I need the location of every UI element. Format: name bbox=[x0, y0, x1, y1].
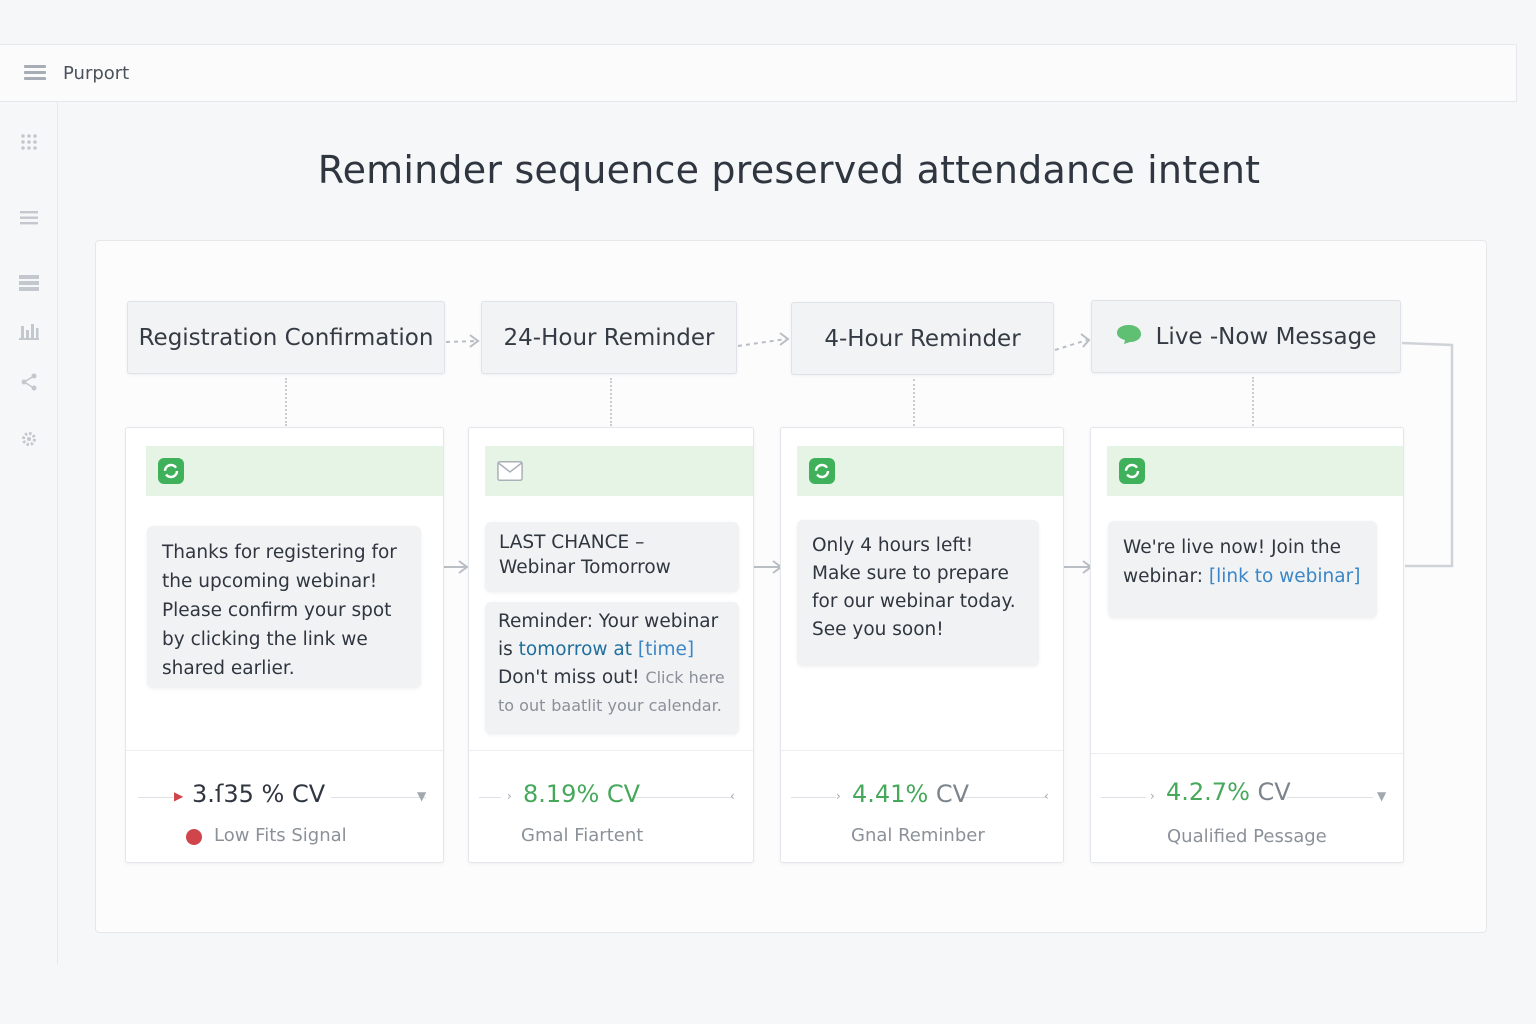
sms-refresh-icon bbox=[1119, 458, 1145, 484]
webinar-link[interactable]: [link to webinar] bbox=[1208, 566, 1361, 587]
channel-header bbox=[485, 446, 753, 496]
menu-icon[interactable] bbox=[24, 65, 46, 81]
share-icon[interactable] bbox=[19, 372, 39, 392]
divider bbox=[961, 797, 1046, 798]
signal-label: Gnal Reminber bbox=[851, 825, 985, 846]
message-card-4-hour[interactable]: Only 4 hours left! Make sure to prepare … bbox=[780, 427, 1064, 863]
dropdown-caret-icon[interactable]: ▼ bbox=[417, 789, 427, 803]
step-card-connector bbox=[913, 379, 915, 426]
divider bbox=[1101, 797, 1146, 798]
email-subject: LAST CHANCE – Webinar Tomorrow bbox=[485, 522, 739, 592]
message-text: Thanks for registering for the upcoming … bbox=[162, 542, 397, 679]
step-card-connector bbox=[285, 378, 287, 426]
step-label: 4-Hour Reminder bbox=[824, 325, 1021, 352]
page-title: Reminder sequence preserved attendance i… bbox=[317, 148, 1261, 192]
divider bbox=[633, 797, 733, 798]
message-bubble: We're live now! Join the webinar: [link … bbox=[1108, 521, 1377, 618]
divider bbox=[1287, 797, 1373, 798]
conversion-metric: 4.41% CV bbox=[852, 780, 970, 808]
conversion-metric: 4.2.7% CV bbox=[1166, 778, 1291, 806]
message-text: Only 4 hours left! Make sure to prepare … bbox=[812, 535, 1016, 640]
divider bbox=[331, 797, 426, 798]
divider bbox=[479, 797, 501, 798]
sidebar bbox=[0, 102, 58, 964]
grid-icon[interactable] bbox=[19, 132, 39, 152]
bar-chart-icon[interactable] bbox=[19, 321, 39, 341]
signal-label: Gmal Fiartent bbox=[521, 825, 644, 846]
step-live-now-message[interactable]: Live -Now Message bbox=[1091, 300, 1401, 373]
dropdown-caret-icon[interactable]: ‹ bbox=[730, 789, 735, 803]
divider bbox=[791, 797, 836, 798]
step-label: 24-Hour Reminder bbox=[503, 324, 715, 351]
step-24-hour-reminder[interactable]: 24-Hour Reminder bbox=[481, 301, 737, 374]
conversion-metric: 3.ſ35 % CV bbox=[192, 780, 326, 808]
app-name: Purport bbox=[63, 63, 130, 84]
channel-header bbox=[146, 446, 443, 496]
dropdown-caret-icon[interactable]: ▼ bbox=[1377, 789, 1387, 803]
channel-header bbox=[797, 446, 1063, 496]
message-card-registration[interactable]: Thanks for registering for the upcoming … bbox=[125, 427, 444, 863]
card-footer bbox=[781, 750, 1063, 751]
trend-caret-icon: › bbox=[1150, 789, 1155, 803]
sms-refresh-icon bbox=[809, 458, 835, 484]
step-registration-confirmation[interactable]: Registration Confirmation bbox=[127, 301, 445, 374]
alert-dot-icon bbox=[186, 829, 202, 845]
conversion-metric: 8.19% CV bbox=[523, 780, 641, 808]
channel-header bbox=[1107, 446, 1403, 496]
subject-text: LAST CHANCE – Webinar Tomorrow bbox=[499, 532, 671, 578]
email-body: Reminder: Your webinar is tomorrow at [t… bbox=[485, 602, 739, 734]
top-bar: Purport bbox=[0, 44, 1517, 102]
step-4-hour-reminder[interactable]: 4-Hour Reminder bbox=[791, 302, 1054, 375]
card-footer bbox=[126, 750, 443, 751]
message-bubble: Only 4 hours left! Make sure to prepare … bbox=[797, 520, 1039, 666]
card-footer bbox=[469, 750, 753, 751]
trend-caret-icon: › bbox=[507, 789, 512, 803]
dropdown-caret-icon[interactable]: ‹ bbox=[1044, 789, 1049, 803]
divider bbox=[138, 797, 173, 798]
message-bubble: Thanks for registering for the upcoming … bbox=[147, 526, 421, 688]
step-label: Registration Confirmation bbox=[138, 324, 434, 351]
step-label: Live -Now Message bbox=[1155, 323, 1377, 350]
message-text: We're live now! Join the webinar: bbox=[1123, 537, 1341, 587]
trend-caret-icon: › bbox=[836, 789, 841, 803]
gear-icon[interactable] bbox=[19, 429, 39, 449]
card-footer bbox=[1091, 753, 1403, 754]
chat-bubble-icon bbox=[1116, 323, 1142, 351]
message-card-live-now[interactable]: We're live now! Join the webinar: [link … bbox=[1090, 427, 1404, 863]
sms-refresh-icon bbox=[158, 458, 184, 484]
list-icon[interactable] bbox=[19, 208, 39, 228]
rows-icon[interactable] bbox=[19, 273, 39, 293]
signal-label: Qualified Pessage bbox=[1167, 826, 1327, 847]
trend-caret-icon: ▶ bbox=[174, 789, 184, 803]
mail-icon bbox=[497, 458, 523, 484]
step-card-connector bbox=[1252, 377, 1254, 426]
signal-label: Low Fits Signal bbox=[214, 825, 347, 846]
step-card-connector bbox=[610, 378, 612, 426]
message-card-24-hour[interactable]: LAST CHANCE – Webinar Tomorrow Reminder:… bbox=[468, 427, 754, 863]
